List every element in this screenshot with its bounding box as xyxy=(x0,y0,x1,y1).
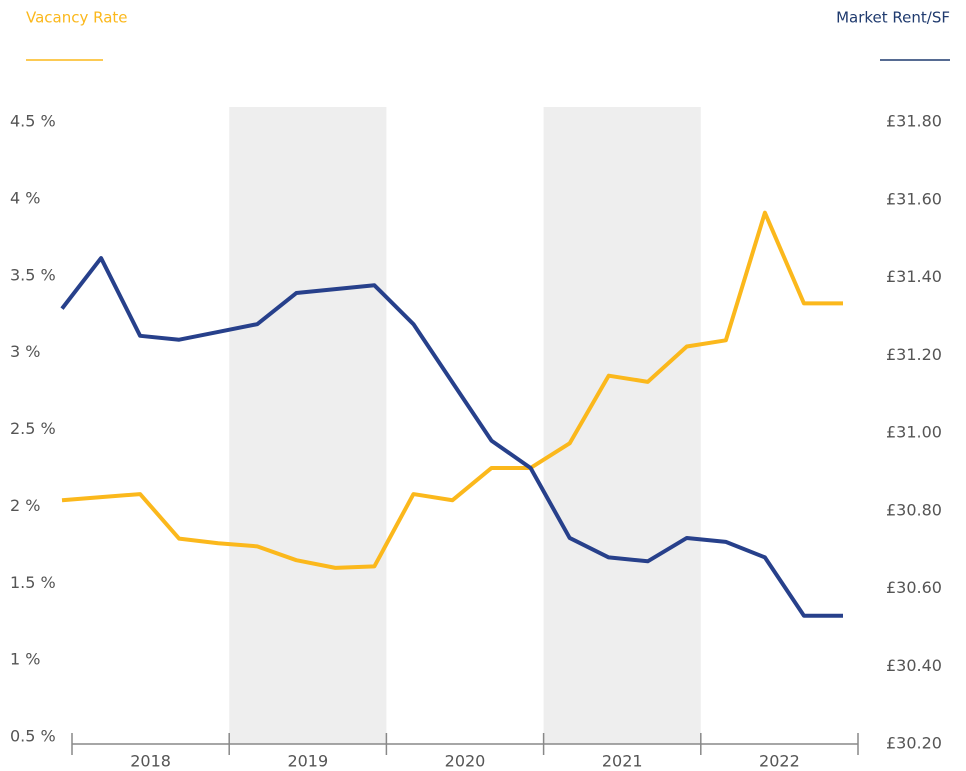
y2-tick-label: £31.20 xyxy=(886,345,942,364)
y-tick-label: 0.5 % xyxy=(10,727,56,746)
y2-tick-label: £30.40 xyxy=(886,656,942,675)
y2-tick-label: £31.60 xyxy=(886,189,942,208)
y-tick-label: 3 % xyxy=(10,342,40,361)
y2-tick-label: £30.20 xyxy=(886,734,942,753)
year-band xyxy=(543,107,701,744)
y2-tick-label: £30.60 xyxy=(886,578,942,597)
y-tick-label: 4 % xyxy=(10,188,40,207)
y-tick-label: 2 % xyxy=(10,496,40,515)
y-tick-label: 3.5 % xyxy=(10,265,56,284)
x-tick-label: 2021 xyxy=(602,752,643,771)
x-tick-label: 2020 xyxy=(445,752,486,771)
x-tick-label: 2019 xyxy=(287,752,328,771)
year-band xyxy=(229,107,387,744)
legend-label: Market Rent/SF xyxy=(836,9,950,27)
series-line xyxy=(60,256,843,618)
y-tick-label: 2.5 % xyxy=(10,419,56,438)
y2-tick-label: £31.00 xyxy=(886,423,942,442)
legend-label: Vacancy Rate xyxy=(26,9,128,27)
y2-tick-label: £31.80 xyxy=(886,112,942,131)
y-tick-label: 1 % xyxy=(10,650,40,669)
y-tick-label: 1.5 % xyxy=(10,573,56,592)
x-tick-label: 2018 xyxy=(130,752,171,771)
x-tick-label: 2022 xyxy=(759,752,800,771)
series-line xyxy=(61,210,843,570)
y2-tick-label: £30.80 xyxy=(886,500,942,519)
y2-tick-label: £31.40 xyxy=(886,267,942,286)
y-tick-label: 4.5 % xyxy=(10,112,56,131)
